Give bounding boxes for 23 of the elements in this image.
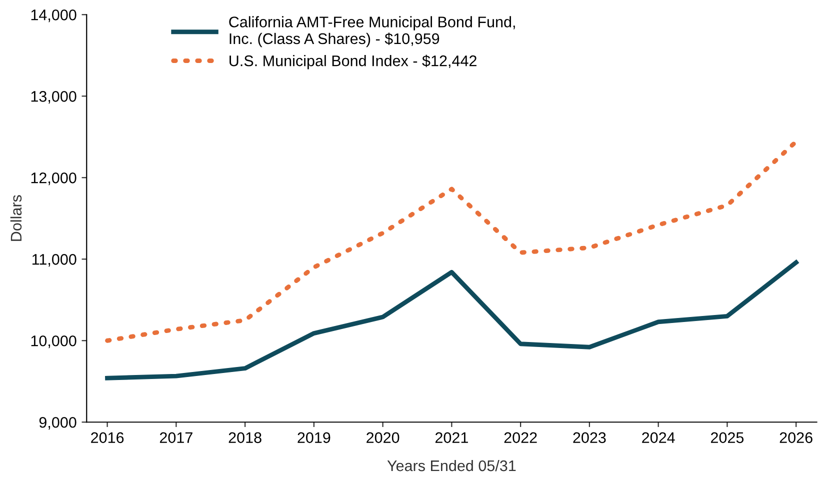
y-tick-label: 10,000: [31, 335, 76, 348]
y-tick-label: 12,000: [31, 172, 76, 186]
legend-label: U.S. Municipal Bond Index - $12,442: [230, 54, 476, 70]
y-tick-label: 9,000: [39, 416, 76, 430]
y-tick-label: 11,000: [32, 254, 76, 267]
x-tick-label: 2019: [298, 432, 330, 444]
line-series: [105, 260, 798, 380]
x-tick-label: 2021: [435, 432, 468, 444]
y-axis-title: Dollars: [10, 195, 22, 241]
x-tick-label: 2017: [160, 432, 192, 444]
legend-label: California AMT-Free Municipal Bond Fund, Inc. (Class A Shares) - $10,959: [229, 16, 515, 48]
x-tick-label: 2024: [642, 432, 675, 444]
line-series: [105, 139, 798, 343]
x-tick-label: 2025: [710, 432, 744, 444]
y-tick-label: 13,000: [31, 91, 76, 104]
y-tick-label: 14,000: [31, 10, 76, 22]
x-tick-label: 2026: [780, 432, 812, 444]
x-tick-label: 2016: [91, 432, 124, 444]
x-tick-label: 2018: [228, 432, 262, 444]
x-tick-label: 2020: [366, 432, 400, 444]
x-tick-label: 2023: [573, 432, 606, 444]
x-tick-label: 2022: [504, 432, 537, 444]
x-axis-title: Years Ended 05/31: [387, 460, 516, 472]
